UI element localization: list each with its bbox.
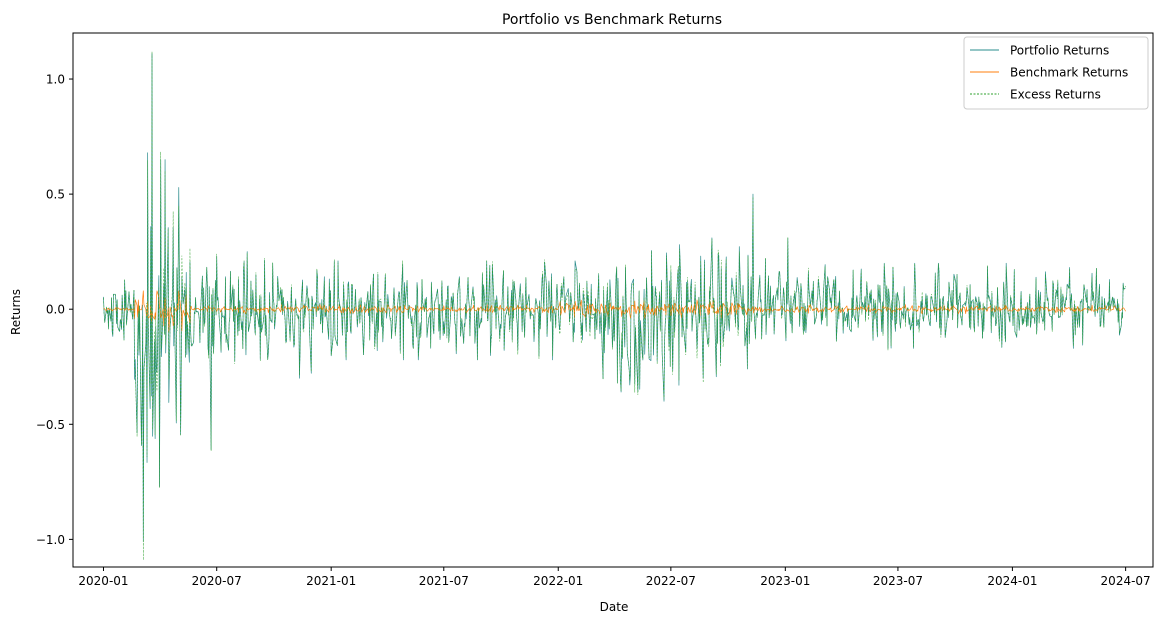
y-tick-label: −0.5	[36, 418, 65, 432]
x-tick-label: 2024-01	[987, 574, 1037, 588]
chart-title: Portfolio vs Benchmark Returns	[502, 12, 722, 28]
y-tick-label: −1.0	[36, 533, 65, 547]
legend: Portfolio Returns Benchmark Returns Exce…	[963, 36, 1149, 110]
y-tick-label: 1.0	[46, 73, 65, 87]
x-tick-label: 2020-01	[78, 574, 128, 588]
x-tick-label: 2020-07	[192, 574, 242, 588]
x-tick-label: 2021-07	[419, 574, 469, 588]
x-tick-label: 2022-07	[646, 574, 696, 588]
x-tick-label: 2024-07	[1101, 574, 1151, 588]
x-tick-label: 2023-07	[873, 574, 923, 588]
plot-frame	[72, 32, 1154, 568]
x-tick-label: 2022-01	[533, 574, 583, 588]
series-benchmark-returns-line	[103, 290, 1126, 333]
tick-layer: 2020-01 2020-07 2021-01 2021-07 2022-01 2022-…	[36, 73, 1151, 588]
legend-label-benchmark-returns: Benchmark Returns	[1010, 66, 1128, 80]
series-portfolio-returns-line	[103, 53, 1126, 543]
x-axis-label: Date	[600, 600, 629, 614]
legend-label-portfolio-returns: Portfolio Returns	[1010, 44, 1109, 58]
y-tick-label: 0.0	[46, 303, 65, 317]
legend-box	[963, 36, 1149, 110]
legend-label-excess-returns: Excess Returns	[1010, 88, 1101, 102]
y-tick-label: 0.5	[46, 188, 65, 202]
x-tick-label: 2021-01	[306, 574, 356, 588]
y-axis-label: Returns	[9, 289, 23, 335]
series-layer	[103, 51, 1126, 561]
x-tick-label: 2023-01	[760, 574, 810, 588]
series-excess-returns-line	[103, 51, 1126, 561]
